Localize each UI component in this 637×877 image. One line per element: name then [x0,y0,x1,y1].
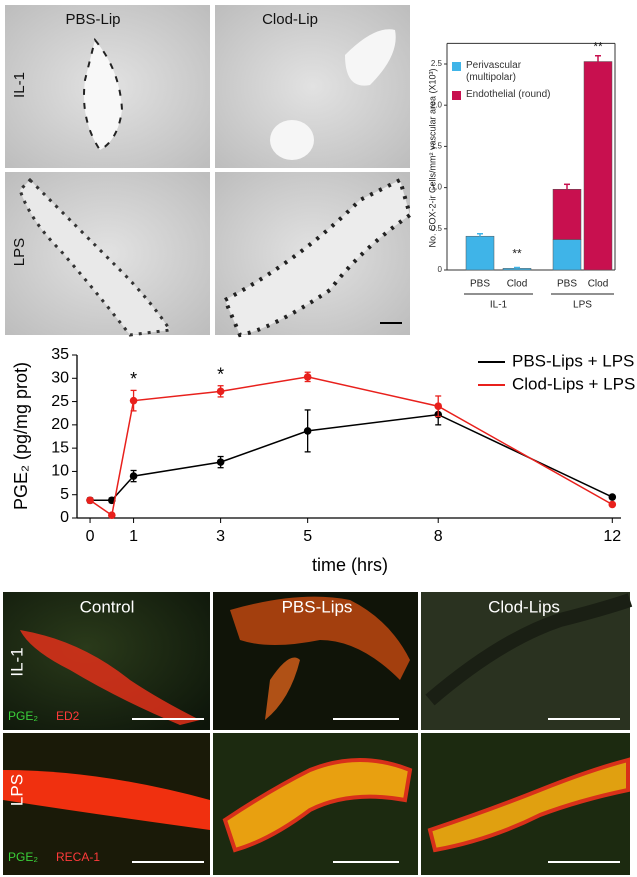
scale-bars [132,718,620,863]
legend-label: Perivascular (multipolar) [466,60,522,83]
point [216,458,225,466]
x-tick-label: 3 [216,528,225,545]
y-axis-title: No. COX-2-ir Cells/mm² vascular area (X1… [427,68,437,247]
micrograph [3,592,210,730]
y-tick-label: 0.5 [431,224,443,233]
stain [265,657,300,720]
x-tick-label: Clod [507,279,528,290]
x-tick-label: 5 [303,528,312,545]
legend-label: Endothelial (round) [466,89,551,100]
vessel [425,593,633,706]
point [434,402,443,411]
bar [552,188,582,240]
legend-swatch [452,62,461,71]
point [86,496,94,505]
column-label: Control [80,597,135,616]
x-tick-label: 12 [603,528,621,545]
column-label: Clod-Lips [488,597,560,616]
x-axis-title: time (hrs) [312,555,388,575]
point [303,373,312,381]
stain [230,596,410,680]
bar [465,235,495,271]
bar [583,61,613,271]
y-tick-label: 30 [51,370,69,387]
row-label: LPS [7,774,26,806]
point [216,387,225,396]
micrographs-bottom [3,592,633,875]
y-tick-label: 20 [51,416,69,433]
legend-item: Endothelial (round) [452,89,552,101]
y-tick-label: 35 [51,346,69,363]
series-line [89,376,613,517]
point [108,511,116,520]
x-tick-label: Clod [588,279,609,290]
row-label: LPS [11,238,28,266]
y-tick-label: 0 [438,265,443,274]
stain-label: PGE₂ [8,850,38,864]
annotation: ** [512,247,522,261]
bar [502,268,532,271]
x-tick-label: 8 [434,528,443,545]
x-tick-label: PBS [557,279,577,290]
group-label: LPS [573,300,592,311]
point [608,493,617,501]
y-tick-label: 0 [60,509,69,526]
stain-label: RECA-1 [56,850,100,864]
y-tick-label: 10 [51,463,69,480]
vessel [222,177,413,338]
y-axis-title: PGE₂ (pg/mg prot) [11,362,31,510]
legend-label: Clod-Lips + LPS [512,374,635,393]
y-tick-label: 1.0 [431,183,443,192]
group-label: IL-1 [490,300,508,311]
y-tick-label: 1.5 [431,142,443,151]
y-tick-label: 15 [51,439,69,456]
micrographs-top [5,5,413,338]
annotation: * [217,364,224,384]
series-line [90,413,613,502]
column-label: PBS-Lips [282,597,353,616]
row-label: IL-1 [11,72,28,98]
point [129,396,138,405]
vessel [83,37,124,152]
y-tick-label: 2.0 [431,100,443,109]
annotation: * [130,369,137,389]
vessel [270,120,314,160]
y-tick-label: 5 [60,486,69,503]
legend-label: PBS-Lips + LPS [512,351,634,370]
x-tick-label: PBS [470,279,490,290]
legend: Perivascular (multipolar) Endothelial (ro… [452,60,552,106]
x-tick-label: 0 [86,528,95,545]
y-tick-label: 2.5 [431,59,443,68]
column-label: PBS-Lip [65,11,120,28]
vessel [18,177,173,337]
stain [427,757,630,853]
point [303,427,312,435]
point [129,472,138,480]
column-label: Clod-Lip [262,11,318,28]
annotation: ** [593,40,603,54]
row-label: IL-1 [7,647,26,676]
bar [552,239,582,271]
stain [20,630,200,725]
legend-item: Perivascular (multipolar) [452,60,552,84]
legend-swatch [452,91,461,100]
y-tick-label: 25 [51,393,69,410]
stain [222,758,413,853]
x-tick-label: 1 [129,528,138,545]
stain-label: PGE₂ [8,709,38,723]
vessel [345,29,396,86]
point [608,500,617,509]
stain-label: ED2 [56,709,80,723]
stain [3,770,210,830]
